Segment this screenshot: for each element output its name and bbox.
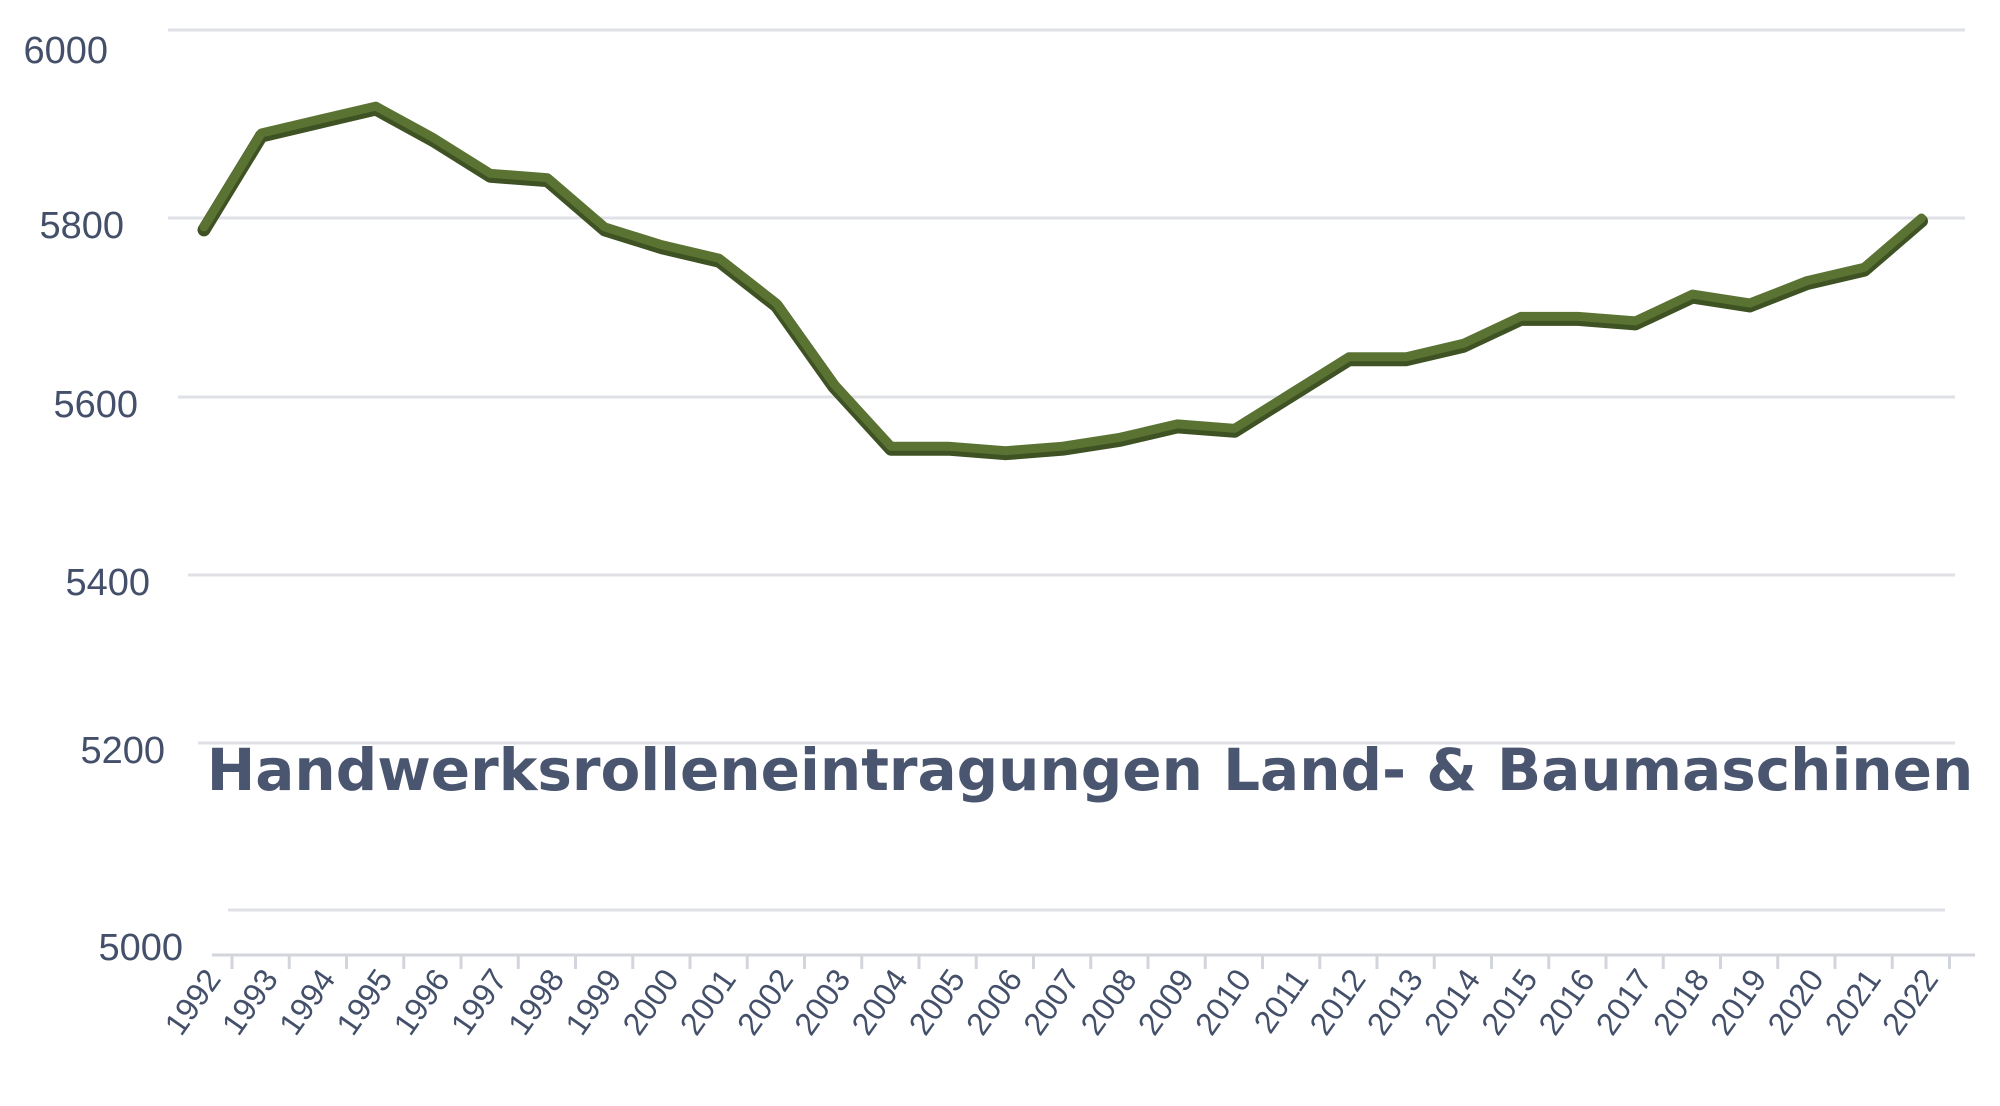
x-tick-label: 1993 (215, 962, 285, 1041)
data-point (1920, 217, 1923, 219)
x-tick-label: 1999 (558, 962, 628, 1041)
data-point (1806, 279, 1808, 282)
data-point (661, 243, 663, 246)
x-tick-label: 1997 (444, 962, 514, 1041)
x-tick-label: 2019 (1703, 962, 1773, 1041)
data-point (775, 302, 778, 304)
data-point (260, 132, 263, 134)
x-tick-label: 2002 (730, 962, 800, 1041)
y-tick-label: 5400 (65, 562, 150, 604)
data-point (1577, 315, 1579, 318)
data-point (1290, 391, 1293, 394)
x-tick-label: 2017 (1589, 962, 1659, 1041)
x-tick-label: 2022 (1875, 962, 1945, 1041)
data-point (1348, 355, 1350, 358)
data-point (1061, 445, 1064, 448)
data-point (432, 136, 434, 139)
y-axis-tick-labels: 6000 5800 5600 5400 5200 5000 (23, 30, 183, 969)
data-point (1462, 342, 1465, 345)
x-tick-label: 2007 (1016, 962, 1086, 1041)
x-tick-label: 2005 (902, 962, 972, 1041)
x-tick-label: 2021 (1818, 962, 1888, 1041)
data-point (317, 118, 320, 121)
y-tick-label: 5200 (80, 730, 165, 772)
data-point (1004, 449, 1007, 452)
x-tick-label: 2020 (1760, 962, 1830, 1041)
x-tick-label: 2012 (1302, 962, 1372, 1041)
data-point (890, 445, 892, 448)
x-tick-label: 1994 (272, 962, 342, 1041)
data-point (546, 176, 549, 179)
x-tick-label: 2010 (1188, 962, 1258, 1041)
data-point (603, 225, 606, 228)
gridlines (168, 28, 1975, 969)
x-tick-label: 2015 (1474, 962, 1544, 1041)
series-line-shadow (197, 102, 1928, 461)
data-point (489, 172, 492, 175)
x-tick-label: 2004 (844, 962, 914, 1041)
x-tick-label: 2014 (1417, 962, 1487, 1041)
data-point (1748, 302, 1751, 304)
x-tick-label: 1996 (386, 962, 456, 1041)
data-point (1119, 436, 1121, 439)
data-point (832, 382, 835, 385)
data-point (1405, 355, 1408, 358)
x-tick-label: 2009 (1131, 962, 1201, 1041)
y-tick-label: 5800 (39, 205, 124, 247)
data-point (374, 105, 377, 108)
series-lines (197, 101, 1928, 461)
x-tick-label: 1998 (501, 962, 571, 1041)
data-point (1176, 422, 1179, 425)
x-tick-label: 2006 (959, 962, 1029, 1041)
y-tick-label: 5000 (98, 927, 183, 969)
x-tick-label: 2011 (1247, 962, 1316, 1039)
x-tick-label: 1995 (329, 962, 399, 1041)
x-tick-label: 2018 (1646, 962, 1716, 1041)
data-point (1863, 266, 1866, 269)
data-point (947, 445, 950, 448)
x-tick-label: 1992 (157, 962, 227, 1041)
x-tick-label: 2013 (1360, 962, 1430, 1041)
x-tick-label: 2008 (1073, 962, 1143, 1041)
data-point (1634, 319, 1637, 322)
data-point (1233, 427, 1236, 430)
data-point (1691, 293, 1694, 296)
series-line (199, 101, 1926, 456)
x-tick-label: 2000 (615, 962, 685, 1041)
data-point (1519, 315, 1522, 318)
y-tick-label: 6000 (23, 30, 108, 72)
data-point (203, 225, 205, 228)
x-axis-tick-labels: 1992199319941995199619971998199920002001… (157, 962, 1945, 1041)
x-tick-label: 2001 (673, 962, 743, 1041)
x-tick-label: 2016 (1531, 962, 1601, 1041)
data-point (718, 257, 721, 260)
chart-title: Handwerksrolleneintragungen Land- & Baum… (207, 736, 1974, 804)
y-tick-label: 5600 (53, 384, 138, 426)
x-tick-label: 2003 (787, 962, 857, 1041)
